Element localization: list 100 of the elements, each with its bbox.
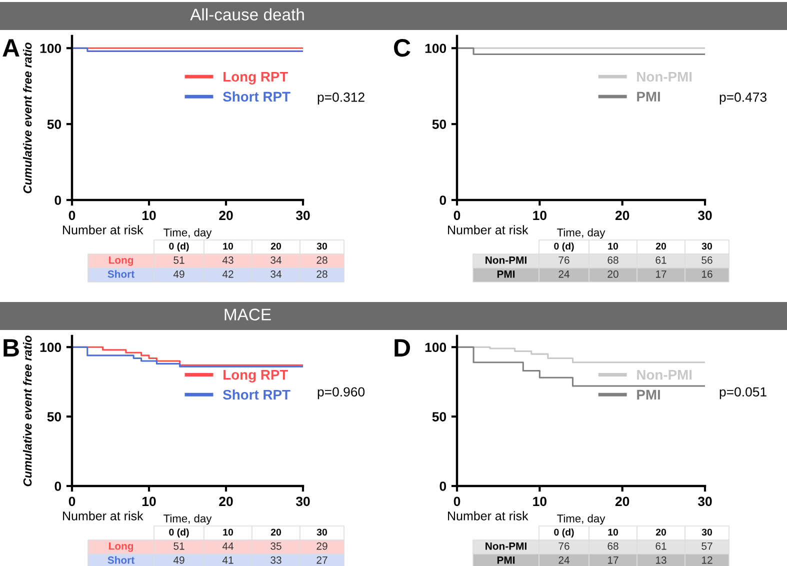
- text: 24: [558, 270, 570, 278]
- text: PMI: [497, 270, 515, 278]
- text: Number at risk: [63, 225, 144, 234]
- text: Non-PMI: [486, 542, 526, 550]
- chart-subtitle: All-cause death: [190, 8, 304, 20]
- x-tick-label: 10: [533, 496, 546, 506]
- y-tick-label: 50: [47, 120, 62, 129]
- legend-label: Long RPT: [224, 370, 288, 383]
- chart-title: C: [394, 39, 410, 57]
- y-axis-title: Cumulative event free ratio: [23, 42, 32, 194]
- x-tick-label: 20: [219, 210, 233, 220]
- text: Long: [108, 542, 134, 552]
- legend-label: Short RPT: [223, 389, 290, 400]
- text: 41: [222, 556, 234, 564]
- text: 28: [316, 256, 328, 264]
- x-axis-title: Time, day: [557, 228, 606, 239]
- text: 44: [222, 542, 234, 550]
- x-tick-label: 10: [142, 210, 156, 220]
- text: 10: [223, 528, 234, 536]
- x-tick-label: 30: [698, 210, 712, 220]
- text: 20: [656, 242, 666, 250]
- text: 12: [702, 556, 712, 564]
- text: 43: [222, 256, 234, 264]
- text: 30: [316, 242, 328, 250]
- text: 29: [316, 542, 328, 550]
- text: 33: [270, 556, 282, 564]
- chart-title: B: [4, 339, 19, 356]
- text: 30: [702, 528, 712, 536]
- y-tick-label: 0: [440, 482, 446, 491]
- chart-title: A: [2, 39, 20, 56]
- x-tick-label: 0: [68, 210, 76, 220]
- y-axis-title: Cumulative event free ratio: [23, 336, 32, 486]
- text: 0 (d): [169, 242, 189, 252]
- text: Non-PMI: [486, 256, 526, 264]
- text: 27: [316, 556, 328, 564]
- text: 0 (d): [169, 528, 189, 538]
- x-tick-label: 10: [533, 210, 546, 220]
- legend-label: Short RPT: [223, 91, 290, 102]
- y-tick-label: 0: [54, 196, 62, 205]
- text: 13: [656, 556, 666, 564]
- x-tick-label: 30: [296, 496, 310, 506]
- text: 49: [173, 556, 184, 564]
- text: 20: [656, 528, 666, 536]
- text: Number at risk: [63, 511, 144, 520]
- text: 68: [608, 542, 618, 550]
- y-tick-label: 0: [440, 196, 446, 205]
- text: 76: [558, 542, 570, 550]
- text: 34: [270, 270, 282, 278]
- text: 24: [558, 556, 570, 564]
- text: Short: [108, 270, 134, 278]
- y-tick-label: 50: [432, 412, 446, 422]
- text: Short: [108, 556, 134, 564]
- y-tick-label: 100: [425, 342, 446, 352]
- chart-subtitle: MACE: [224, 308, 271, 320]
- text: p=0.312: [318, 92, 364, 104]
- chart-title: D: [394, 339, 410, 356]
- y-tick-label: 50: [432, 120, 446, 129]
- text: p=0.473: [720, 92, 766, 104]
- text: 10: [608, 528, 618, 536]
- legend-label: PMI: [637, 92, 660, 102]
- text: 68: [608, 256, 618, 264]
- y-tick-label: 100: [425, 44, 446, 54]
- text: 20: [270, 242, 282, 250]
- x-tick-label: 20: [219, 496, 233, 506]
- text: 35: [270, 542, 282, 550]
- text: 56: [702, 256, 712, 264]
- text: 61: [656, 542, 666, 550]
- x-tick-label: 0: [454, 496, 460, 506]
- x-tick-label: 30: [296, 210, 310, 220]
- text: 17: [608, 556, 618, 564]
- x-tick-label: 0: [454, 210, 460, 220]
- text: 20: [608, 270, 618, 278]
- text: 0 (d): [554, 242, 574, 252]
- legend-label: Long RPT: [224, 72, 288, 84]
- x-axis-title: Time, day: [557, 514, 606, 525]
- text: 30: [702, 242, 712, 250]
- y-tick-label: 100: [40, 44, 62, 54]
- text: 51: [174, 542, 184, 550]
- x-tick-label: 10: [142, 496, 156, 506]
- text: p=0.960: [318, 387, 365, 400]
- x-tick-label: 20: [615, 210, 630, 220]
- text: 10: [223, 242, 234, 250]
- y-tick-label: 0: [54, 482, 62, 491]
- text: Number at risk: [448, 511, 528, 520]
- x-tick-label: 20: [615, 496, 630, 506]
- x-axis-title: Time, day: [164, 228, 212, 239]
- text: 61: [656, 256, 666, 264]
- text: Number at risk: [448, 225, 528, 234]
- text: 76: [558, 256, 570, 264]
- text: 10: [608, 242, 618, 250]
- y-tick-label: 50: [47, 412, 62, 422]
- text: 20: [270, 528, 282, 536]
- text: 30: [316, 528, 328, 536]
- text: 57: [702, 542, 712, 550]
- text: 16: [702, 270, 712, 278]
- x-tick-label: 0: [68, 496, 76, 506]
- text: 28: [316, 270, 328, 278]
- text: 17: [656, 270, 666, 278]
- x-axis-title: Time, day: [164, 514, 212, 525]
- y-tick-label: 100: [40, 342, 62, 352]
